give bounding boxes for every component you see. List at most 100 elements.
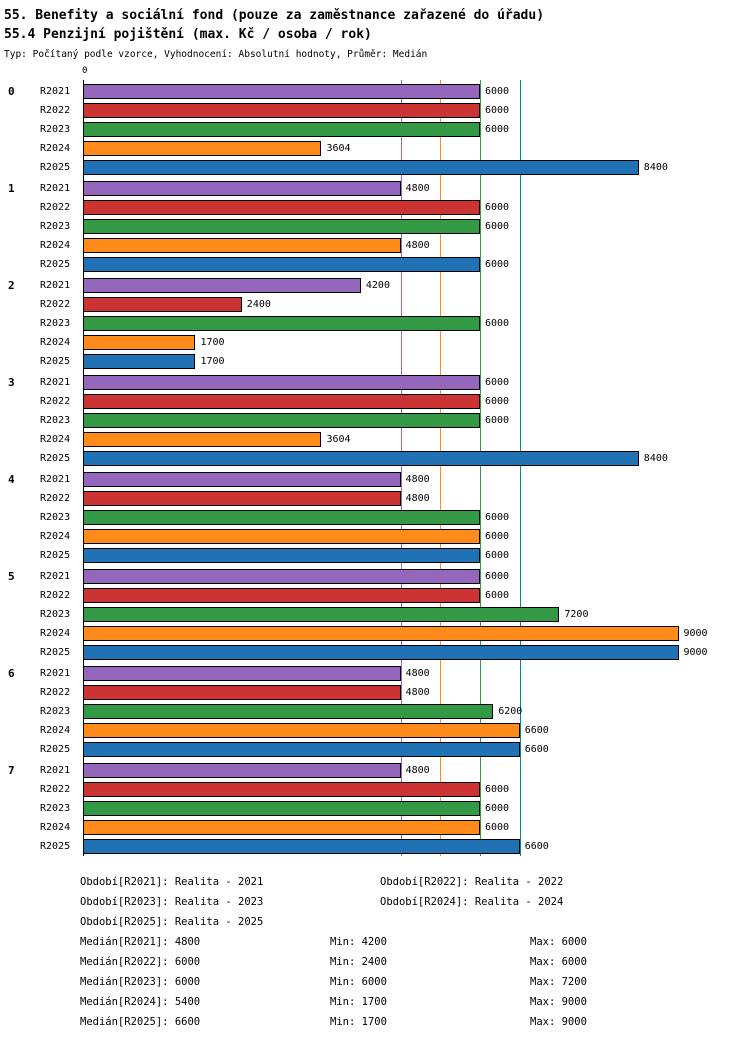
chart-title: 55. Benefity a sociální fond (pouze za z…	[4, 8, 545, 23]
value-label: 6000	[485, 202, 510, 213]
bar-R2021	[83, 278, 361, 293]
legend-max-label: Max: 9000	[530, 996, 587, 1008]
series-label: R2024	[40, 822, 71, 833]
value-label: 6600	[524, 725, 549, 736]
bar-R2025	[83, 548, 480, 563]
value-label: 6000	[485, 803, 510, 814]
value-label: 4800	[405, 474, 430, 485]
series-label: R2024	[40, 240, 71, 251]
value-label: 9000	[683, 628, 708, 639]
series-label: R2023	[40, 609, 71, 620]
bar-row: R2025 6000	[0, 546, 750, 565]
bar-R2024	[83, 820, 480, 835]
series-label: R2021	[40, 86, 71, 97]
legend-min-label: Min: 6000	[330, 976, 387, 988]
group-label: 6	[8, 667, 15, 680]
value-label: 4800	[405, 687, 430, 698]
series-label: R2022	[40, 202, 71, 213]
bar-R2021	[83, 375, 480, 390]
bar-R2022	[83, 297, 242, 312]
legend-period-label: Období[R2022]: Realita - 2022	[380, 876, 564, 888]
chart-subtitle: 55.4 Penzijní pojištění (max. Kč / osoba…	[4, 27, 372, 42]
group-label: 2	[8, 279, 15, 292]
value-label: 6200	[498, 706, 523, 717]
legend-median-label: Medián[R2025]: 6600	[80, 1016, 201, 1028]
legend: Období[R2021]: Realita - 2021 Období[R20…	[0, 866, 750, 1032]
value-label: 4800	[405, 183, 430, 194]
bar-row: R2024 4800	[0, 236, 750, 255]
bar-R2025	[83, 742, 520, 757]
bar-R2024	[83, 626, 679, 641]
bar-row: R2024 9000	[0, 624, 750, 643]
bar-row: R2022 6000	[0, 101, 750, 120]
group-label: 0	[8, 85, 15, 98]
value-label: 7200	[564, 609, 589, 620]
legend-median-label: Medián[R2024]: 5400	[80, 996, 201, 1008]
value-label: 6000	[485, 784, 510, 795]
legend-max-label: Max: 7200	[530, 976, 587, 988]
bar-row: R2025 9000	[0, 643, 750, 662]
chart-header: 55. Benefity a sociální fond (pouze za z…	[0, 0, 750, 61]
bar-R2024	[83, 238, 401, 253]
value-label: 1700	[200, 337, 225, 348]
series-label: R2024	[40, 143, 71, 154]
series-label: R2024	[40, 725, 71, 736]
series-label: R2021	[40, 668, 71, 679]
bar-group: 6 R2021 4800 R2022 4800 R2023 6200 R2024 6600 R20…	[0, 664, 750, 759]
bar-row: R2023 6000	[0, 120, 750, 139]
bar-group: 1 R2021 4800 R2022 6000 R2023 6000 R2024 4800 R20…	[0, 179, 750, 274]
chart-meta: Typ: Počítaný podle vzorce, Vyhodnocení:…	[4, 49, 428, 60]
bar-row: R2022 2400	[0, 295, 750, 314]
group-label: 4	[8, 473, 15, 486]
value-label: 6000	[485, 105, 510, 116]
series-label: R2021	[40, 280, 71, 291]
value-label: 6000	[485, 124, 510, 135]
bar-row: 3 R2021 6000	[0, 373, 750, 392]
group-label: 1	[8, 182, 15, 195]
value-label: 2400	[246, 299, 271, 310]
legend-stats-row: Medián[R2023]: 6000 Min: 6000 Max: 7200	[0, 972, 750, 992]
value-label: 4800	[405, 668, 430, 679]
bar-group: 4 R2021 4800 R2022 4800 R2023 6000 R2024 6000 R20…	[0, 470, 750, 565]
bar-R2021	[83, 472, 401, 487]
bar-R2022	[83, 685, 401, 700]
value-label: 8400	[643, 162, 668, 173]
bar-R2022	[83, 200, 480, 215]
bar-row: R2024 1700	[0, 333, 750, 352]
legend-period-label: Období[R2021]: Realita - 2021	[80, 876, 264, 888]
bar-R2023	[83, 801, 480, 816]
bar-row: R2024 6000	[0, 527, 750, 546]
bar-row: R2022 6000	[0, 780, 750, 799]
bar-group: 5 R2021 6000 R2022 6000 R2023 7200 R2024 9000 R20…	[0, 567, 750, 662]
series-label: R2025	[40, 259, 71, 270]
bar-R2025	[83, 354, 196, 369]
series-label: R2025	[40, 453, 71, 464]
series-label: R2021	[40, 377, 71, 388]
bar-row: R2023 6000	[0, 799, 750, 818]
series-label: R2021	[40, 474, 71, 485]
value-label: 4800	[405, 240, 430, 251]
bar-groups: 0 R2021 6000 R2022 6000 R2023 6000 R2024 3604 R20…	[0, 82, 750, 858]
value-label: 6600	[524, 744, 549, 755]
value-label: 6000	[485, 531, 510, 542]
bar-R2023	[83, 316, 480, 331]
series-label: R2022	[40, 396, 71, 407]
legend-min-label: Min: 2400	[330, 956, 387, 968]
series-label: R2022	[40, 105, 71, 116]
bar-row: R2024 3604	[0, 139, 750, 158]
bar-row: R2022 6000	[0, 586, 750, 605]
series-label: R2022	[40, 590, 71, 601]
value-label: 9000	[683, 647, 708, 658]
legend-period-label: Období[R2024]: Realita - 2024	[380, 896, 564, 908]
series-label: R2023	[40, 803, 71, 814]
bar-row: R2023 6000	[0, 508, 750, 527]
bar-row: R2022 4800	[0, 683, 750, 702]
reference-line-median-R2021	[400, 80, 402, 856]
legend-stats-row: Medián[R2021]: 4800 Min: 4200 Max: 6000	[0, 932, 750, 952]
series-label: R2025	[40, 647, 71, 658]
bar-R2024	[83, 723, 520, 738]
legend-min-label: Min: 1700	[330, 996, 387, 1008]
value-label: 4800	[405, 765, 430, 776]
bar-chart: 0 0 R2021 6000 R2022 6000 R2023 6000 R2024 3604 R…	[0, 66, 750, 866]
bar-row: R2023 6000	[0, 217, 750, 236]
